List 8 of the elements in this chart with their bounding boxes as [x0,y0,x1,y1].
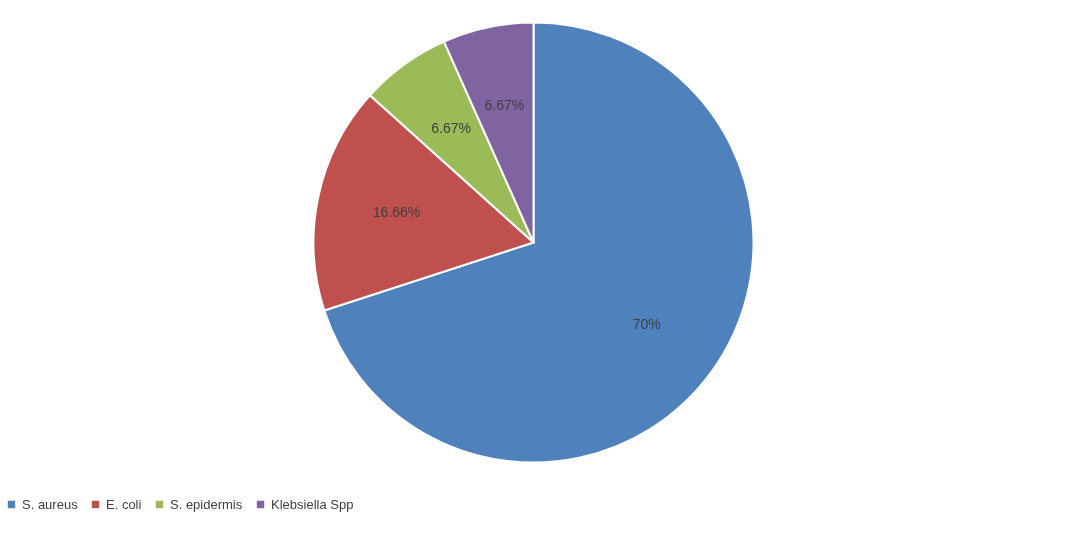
data-label: 6.67% [431,120,472,137]
legend-label: E. coli [106,496,142,512]
data-label: 6.67% [484,96,525,113]
data-label: 16.66% [372,204,421,221]
legend-label: S. aureus [22,496,79,512]
legend-label: S. epidermis [170,496,243,512]
data-label: 70% [632,315,661,332]
legend-label: Klebsiella Spp [271,496,354,512]
